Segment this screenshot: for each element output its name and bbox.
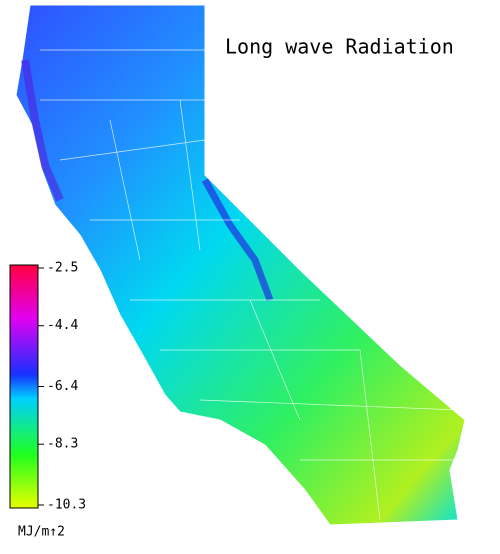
california-map: [15, 4, 466, 526]
colorbar-unit: MJ/m↑2: [18, 525, 65, 540]
colorbar-tick-label: -4.4: [47, 318, 78, 333]
colorbar-tick-label: -6.4: [47, 379, 78, 394]
map-title: Long wave Radiation: [225, 35, 454, 59]
colorbar-tick-label: -8.3: [47, 437, 78, 452]
county-lines: [40, 49, 461, 521]
coast-band: [21, 59, 64, 202]
mountain-band: [201, 178, 274, 302]
colorbar: [9, 264, 39, 509]
colorbar-tick-label: -2.5: [47, 261, 78, 276]
colorbar-tick-label: -10.3: [47, 498, 86, 513]
